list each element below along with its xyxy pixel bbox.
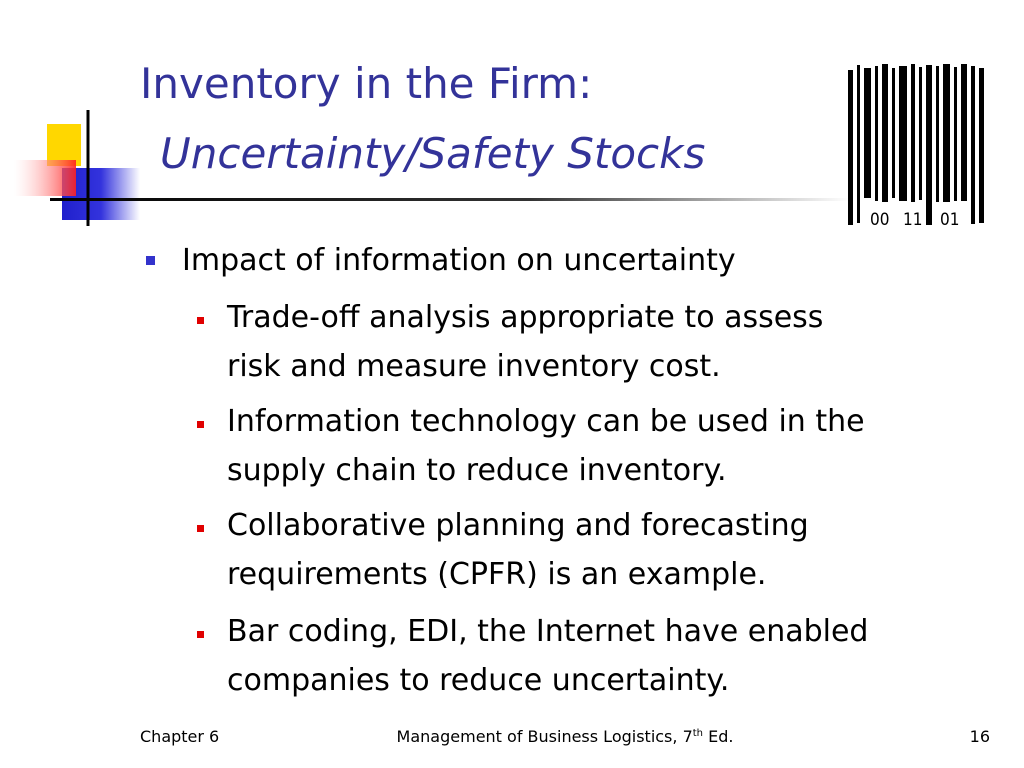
barcode: 00 11 01 <box>848 64 984 230</box>
sub-bullet-text: Bar coding, EDI, the Internet have enabl… <box>227 614 868 649</box>
sub-bullet-text: Information technology can be used in th… <box>227 404 865 439</box>
bullet-l1 <box>146 256 155 265</box>
footer-sup: th <box>693 728 703 739</box>
footer-center-text: Management of Business Logistics, 7 <box>397 727 693 746</box>
footer-center-end: Ed. <box>703 727 733 746</box>
barcode-digits: 11 <box>903 210 922 230</box>
sub-bullet-text: supply chain to reduce inventory. <box>227 453 727 488</box>
bullet-text: Impact of information on uncertainty <box>182 243 736 278</box>
sub-bullet-text: requirements (CPFR) is an example. <box>227 557 766 592</box>
title-line1: Inventory in the Firm: <box>140 59 592 108</box>
barcode-digits: 01 <box>940 210 959 230</box>
barcode-digits: 00 <box>870 210 889 230</box>
bullet-l2 <box>197 317 204 324</box>
footer-left: Chapter 6 <box>140 727 219 746</box>
bullet-l2 <box>197 525 204 532</box>
bullet-l2 <box>197 421 204 428</box>
bullet-l2 <box>197 631 204 638</box>
title-line2: Uncertainty/Safety Stocks <box>160 129 705 178</box>
footer-center: Management of Business Logistics, 7th Ed… <box>397 727 734 746</box>
sub-bullet-text: risk and measure inventory cost. <box>227 349 721 384</box>
sub-bullet-text: Trade-off analysis appropriate to assess <box>226 300 823 335</box>
sub-bullet-text: Collaborative planning and forecasting <box>227 508 809 543</box>
sub-bullet-text: companies to reduce uncertainty. <box>227 663 729 698</box>
footer-right: 16 <box>970 727 990 746</box>
decoration <box>14 110 850 226</box>
